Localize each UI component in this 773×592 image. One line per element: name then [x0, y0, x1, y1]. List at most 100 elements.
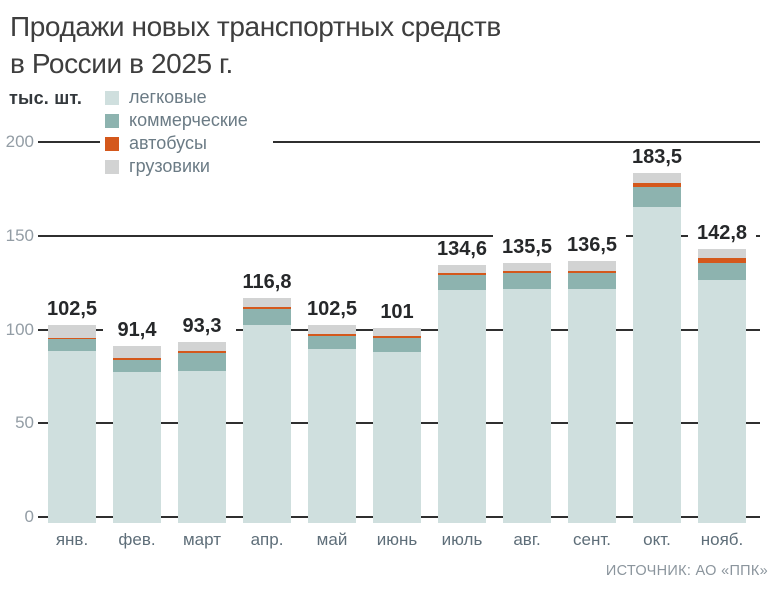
gridline-200 — [38, 141, 760, 143]
y-axis-tick-label: 100 — [5, 319, 34, 339]
bar-segment-легковые — [503, 289, 551, 523]
bar-segment-коммерческие — [438, 275, 486, 291]
bar-segment-коммерческие — [503, 273, 551, 290]
bar-segment-коммерческие — [633, 186, 681, 207]
bar-segment-грузовики — [243, 298, 291, 307]
bar-segment-легковые — [633, 206, 681, 523]
legend-item-автобусы: автобусы — [105, 132, 273, 155]
bar-total-label: 134,6 — [428, 236, 496, 261]
bar-авг — [503, 262, 551, 523]
x-axis-label: сент. — [573, 530, 611, 549]
bar-total-label: 101 — [363, 299, 431, 324]
bar-segment-грузовики — [438, 264, 486, 273]
bar-segment-легковые — [438, 290, 486, 523]
source-note: ИСТОЧНИК: АО «ППК» — [605, 563, 768, 579]
bar-segment-грузовики — [373, 327, 421, 336]
y-axis-tick-label: 0 — [24, 507, 34, 526]
legend-swatch-icon — [105, 136, 119, 151]
gridline-150 — [38, 234, 760, 237]
legend-label: легковые — [129, 87, 207, 107]
bar-segment-автобусы — [698, 258, 746, 263]
bar-total-label: 102,5 — [298, 296, 366, 321]
x-axis-label: авг. — [513, 530, 541, 549]
bar-segment-грузовики — [503, 262, 551, 271]
bar-segment-грузовики — [113, 345, 161, 359]
legend-item-легковые: легковые — [105, 86, 273, 109]
bar-segment-автобусы — [438, 272, 486, 276]
bar-segment-автобусы — [178, 351, 226, 354]
x-axis-label: янв. — [55, 530, 89, 549]
bar-segment-грузовики — [308, 324, 356, 334]
bar-segment-коммерческие — [48, 339, 96, 352]
legend-swatch-icon — [105, 90, 119, 105]
bar-total-label: 136,5 — [558, 233, 626, 258]
bar-segment-легковые — [243, 325, 291, 523]
y-axis-tick-label: 150 — [5, 225, 34, 245]
x-axis-label: апр. — [250, 530, 284, 549]
legend-item-коммерческие: коммерческие — [105, 109, 273, 132]
bar-segment-коммерческие — [178, 353, 226, 371]
bar-total-label: 93,3 — [168, 314, 236, 339]
x-axis-label: июнь — [376, 530, 418, 549]
y-axis-unit-label: тыс. шт. — [9, 88, 83, 108]
bar-segment-автобусы — [373, 335, 421, 338]
bar-март — [178, 342, 226, 523]
legend-swatch-icon — [105, 113, 119, 128]
bar-фев — [113, 345, 161, 523]
bar-май — [308, 324, 356, 523]
y-axis-tick-label: 200 — [5, 132, 34, 151]
bar-segment-легковые — [308, 348, 356, 523]
bar-segment-грузовики — [568, 261, 616, 271]
bar-segment-легковые — [48, 351, 96, 523]
chart-title: Продажи новых транспортных средств в Рос… — [10, 8, 710, 82]
bar-segment-легковые — [568, 289, 616, 523]
bar-segment-автобусы — [308, 333, 356, 336]
legend-label: автобусы — [129, 133, 207, 153]
bar-апр — [243, 298, 291, 523]
x-axis-label: июль — [441, 530, 483, 549]
bar-segment-легковые — [698, 279, 746, 523]
legend: легковые коммерческие автобусы грузовики — [100, 84, 273, 182]
bar-июль — [438, 264, 486, 523]
bar-total-label: 116,8 — [233, 270, 301, 294]
legend-label: грузовики — [129, 156, 210, 176]
bar-total-label: 91,4 — [103, 317, 171, 342]
bar-segment-коммерческие — [698, 262, 746, 280]
bar-total-label: 135,5 — [493, 234, 561, 259]
bar-segment-коммерческие — [113, 359, 161, 373]
x-axis-label: нояб. — [700, 530, 744, 549]
bar-segment-легковые — [178, 370, 226, 523]
bar-segment-грузовики — [178, 342, 226, 352]
bar-total-label: 102,5 — [38, 296, 106, 321]
x-axis-label: фев. — [118, 530, 156, 549]
chart-title-line1: Продажи новых транспортных средств — [10, 11, 501, 42]
bar-segment-грузовики — [698, 249, 746, 259]
bar-segment-автобусы — [503, 270, 551, 274]
bar-segment-легковые — [373, 351, 421, 523]
bar-segment-легковые — [113, 372, 161, 523]
bar-segment-грузовики — [48, 324, 96, 338]
bar-segment-коммерческие — [373, 337, 421, 352]
bar-segment-коммерческие — [568, 273, 616, 290]
legend-item-грузовики: грузовики — [105, 155, 273, 178]
bar-нояб — [698, 249, 746, 523]
bar-segment-автобусы — [633, 182, 681, 187]
bar-total-label: 183,5 — [623, 144, 691, 169]
bar-segment-грузовики — [633, 172, 681, 183]
x-axis-label: март — [182, 530, 221, 549]
legend-label: коммерческие — [129, 110, 248, 130]
bar-сент — [568, 261, 616, 523]
bar-segment-автобусы — [243, 306, 291, 310]
x-axis-label: окт. — [643, 530, 671, 549]
bar-segment-автобусы — [568, 270, 616, 274]
bar-июнь — [373, 327, 421, 523]
bar-segment-коммерческие — [243, 309, 291, 325]
bar-окт — [633, 172, 681, 523]
x-axis-label: май — [316, 530, 348, 549]
legend-swatch-icon — [105, 159, 119, 174]
bar-янв — [48, 324, 96, 523]
y-axis-tick-label: 50 — [15, 413, 34, 433]
bar-segment-автобусы — [48, 337, 96, 340]
bar-segment-коммерческие — [308, 335, 356, 349]
